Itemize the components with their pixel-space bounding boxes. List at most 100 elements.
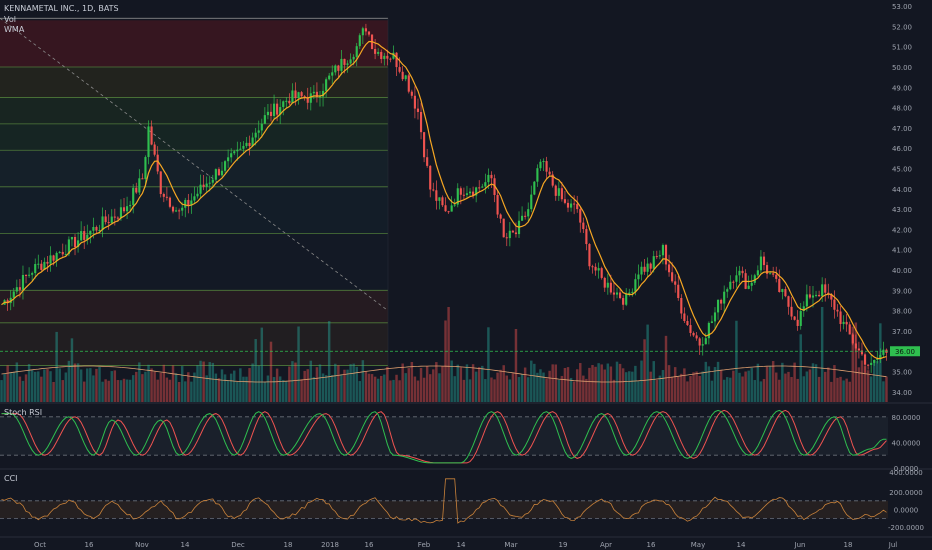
volume-bar (575, 369, 579, 402)
volume-bar (683, 368, 686, 402)
volume-bar (425, 366, 429, 402)
candle-body (741, 270, 744, 274)
candle-body (750, 282, 753, 286)
volume-bar (174, 373, 178, 402)
volume-bar (876, 361, 879, 402)
volume-bar (318, 364, 322, 402)
volume-bar (334, 363, 337, 402)
candle-body (361, 28, 364, 36)
volume-bar (15, 362, 19, 402)
volume-bar (726, 377, 729, 402)
candle-body (505, 237, 508, 239)
volume-bar (839, 376, 842, 402)
volume-bar (214, 373, 218, 402)
volume-bar (441, 366, 444, 402)
volume-bar (309, 360, 313, 402)
candle-body (122, 207, 126, 212)
volume-bar (180, 366, 184, 402)
volume-bar (465, 364, 469, 402)
volume-bar (40, 376, 43, 402)
candle-body (337, 65, 340, 71)
volume-bar (542, 372, 545, 402)
volume-bar (193, 372, 196, 402)
last-price-label: 36.00 (895, 348, 915, 356)
candle-body (349, 59, 352, 64)
candle-body (291, 90, 294, 104)
volume-bar (89, 368, 92, 402)
volume-bar (79, 369, 83, 402)
volume-bar (398, 380, 401, 402)
volume-bar (621, 368, 625, 402)
volume-bar (677, 376, 680, 402)
candle-body (747, 285, 750, 289)
volume-bar (582, 375, 585, 402)
volume-bar (116, 380, 120, 402)
candle-body (263, 115, 266, 124)
price-tick-label: 37.00 (892, 328, 912, 336)
candle-body (695, 335, 698, 339)
candle-body (355, 46, 358, 57)
candle-body (266, 111, 270, 116)
volume-bar (300, 379, 303, 402)
candle-body (328, 75, 331, 80)
candle-body (661, 245, 665, 256)
candle-body (756, 270, 759, 276)
candle-body (325, 79, 328, 91)
volume-bar (303, 370, 306, 402)
candle-body (720, 299, 723, 304)
volume-bar (496, 372, 499, 402)
candle-body (873, 359, 876, 363)
vol-label: Vol (4, 15, 16, 24)
candle-body (248, 142, 251, 147)
candle-body (196, 193, 199, 197)
candle-body (245, 142, 248, 146)
candle-body (784, 289, 787, 297)
volume-bar (765, 366, 769, 402)
candle-body (496, 195, 499, 215)
volume-bar (315, 367, 319, 402)
candle-body (165, 196, 168, 198)
candle-body (144, 157, 147, 180)
time-tick-label: Apr (600, 541, 612, 549)
candle-body (870, 362, 873, 365)
candle-body (101, 216, 104, 231)
candle-body (542, 161, 545, 163)
candle-body (37, 263, 40, 265)
price-tick-label: 44.00 (892, 186, 912, 194)
volume-bar (661, 370, 665, 402)
volume-bar (710, 380, 714, 402)
volume-bar (670, 376, 674, 402)
symbol-title: KENNAMETAL INC., 1D, BATS (4, 4, 119, 13)
volume-bar (233, 370, 236, 402)
volume-bar (269, 341, 273, 402)
volume-bar (260, 327, 264, 402)
volume-bar (692, 372, 695, 402)
volume-bar (569, 377, 573, 402)
volume-bar (781, 362, 784, 402)
candle-body (67, 239, 70, 255)
volume-bar (177, 381, 181, 402)
volume-bar (557, 379, 561, 402)
volume-bar (352, 363, 355, 402)
volume-bar (851, 326, 855, 402)
volume-bar (539, 369, 542, 402)
candle-body (808, 294, 811, 298)
candle-body (487, 174, 490, 183)
volume-bar (223, 374, 227, 402)
volume-bar (410, 361, 414, 402)
volume-bar (808, 369, 812, 402)
volume-bar (131, 375, 135, 402)
candle-body (208, 182, 211, 184)
volume-bar (199, 360, 202, 402)
volume-average-line (1, 365, 887, 383)
candle-body (591, 266, 594, 268)
candle-body (306, 97, 309, 103)
volume-bar (61, 380, 64, 402)
candle-body (805, 294, 808, 307)
candle-body (21, 275, 25, 290)
volume-bar (572, 381, 576, 402)
volume-bar (9, 372, 12, 402)
volume-bar (750, 367, 753, 402)
volume-bar (640, 360, 643, 402)
